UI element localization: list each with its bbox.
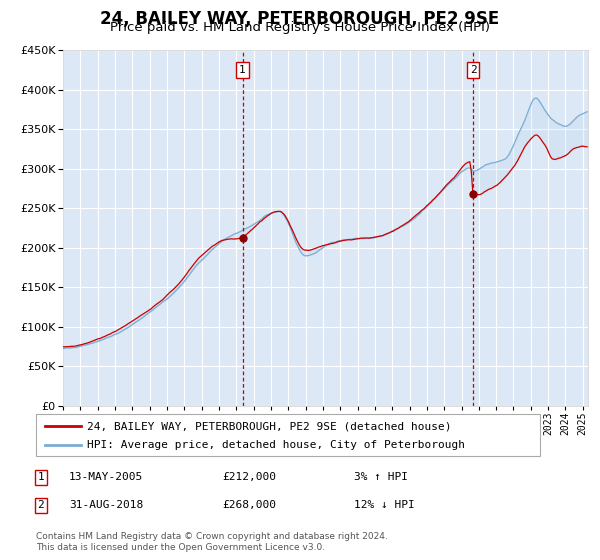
Text: 12% ↓ HPI: 12% ↓ HPI [354,500,415,510]
Text: 1: 1 [37,472,44,482]
Text: 2: 2 [37,500,44,510]
Text: HPI: Average price, detached house, City of Peterborough: HPI: Average price, detached house, City… [87,440,465,450]
Text: £212,000: £212,000 [222,472,276,482]
Text: 3% ↑ HPI: 3% ↑ HPI [354,472,408,482]
Text: £268,000: £268,000 [222,500,276,510]
Text: 2: 2 [470,65,476,75]
Text: 24, BAILEY WAY, PETERBOROUGH, PE2 9SE (detached house): 24, BAILEY WAY, PETERBOROUGH, PE2 9SE (d… [87,421,452,431]
Text: Contains HM Land Registry data © Crown copyright and database right 2024.: Contains HM Land Registry data © Crown c… [36,532,388,541]
Text: 1: 1 [239,65,246,75]
Text: 13-MAY-2005: 13-MAY-2005 [69,472,143,482]
Text: 24, BAILEY WAY, PETERBOROUGH, PE2 9SE: 24, BAILEY WAY, PETERBOROUGH, PE2 9SE [100,10,500,28]
Text: 31-AUG-2018: 31-AUG-2018 [69,500,143,510]
Text: This data is licensed under the Open Government Licence v3.0.: This data is licensed under the Open Gov… [36,543,325,552]
Text: Price paid vs. HM Land Registry's House Price Index (HPI): Price paid vs. HM Land Registry's House … [110,21,490,34]
